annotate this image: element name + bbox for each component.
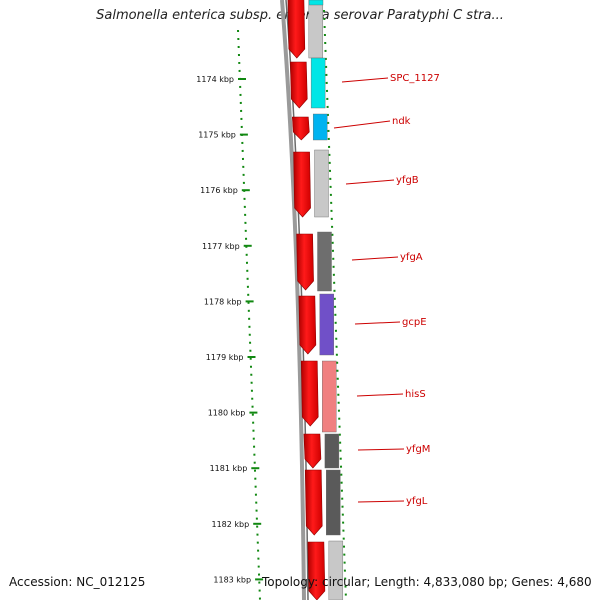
- scale-tick-label: 1181 kbp: [210, 464, 248, 473]
- gene-bar: [326, 469, 341, 536]
- gene-leader-line: [354, 321, 401, 325]
- scale-tick-label: 1178 kbp: [204, 297, 242, 306]
- gene-label-ndk[interactable]: ndk: [392, 116, 411, 127]
- gene-bar: [310, 57, 326, 109]
- gene-label-gcpE[interactable]: gcpE: [402, 317, 427, 328]
- gene-label-SPC_1127[interactable]: SPC_1127: [390, 73, 440, 84]
- cds-arrow: [296, 233, 314, 291]
- scale-tick-label: 1183 kbp: [213, 575, 251, 584]
- cds-arrow: [287, 0, 306, 59]
- gene-leader-line: [356, 393, 404, 397]
- gene-label-yfgA[interactable]: yfgA: [400, 252, 423, 263]
- accession-text: Accession: NC_012125: [9, 575, 146, 589]
- gene-leader-line: [333, 120, 391, 129]
- gene-label-yfgL[interactable]: yfgL: [406, 496, 428, 507]
- scale-tick-label: 1176 kbp: [200, 186, 238, 195]
- scale-tick-label: 1177 kbp: [202, 242, 240, 251]
- gene-leader-line: [357, 448, 405, 451]
- gene-bar: [314, 149, 329, 218]
- cds-arrow: [300, 360, 319, 427]
- cds-arrow: [303, 433, 322, 469]
- scale-tick-label: 1180 kbp: [208, 409, 246, 418]
- scale-tick-label: 1174 kbp: [196, 75, 234, 84]
- cds-arrow: [289, 61, 308, 109]
- topology-text: Topology: circular; Length: 4,833,080 bp…: [262, 575, 592, 589]
- scale-dots-left: [237, 29, 261, 600]
- cds-arrow: [298, 295, 317, 355]
- gene-bar: [328, 540, 344, 600]
- gene-bar: [317, 231, 332, 292]
- gene-leader-line: [357, 500, 405, 503]
- gene-label-hisS[interactable]: hisS: [405, 389, 426, 400]
- gene-label-yfgM[interactable]: yfgM: [406, 444, 430, 455]
- scale-tick-label: 1179 kbp: [206, 353, 244, 362]
- gene-track: [308, 0, 344, 600]
- gene-bar: [312, 113, 328, 141]
- cds-track: [287, 0, 326, 600]
- gene-bar: [322, 360, 337, 433]
- gene-leader-line: [351, 256, 399, 261]
- gene-bar: [319, 293, 334, 356]
- gene-bar: [324, 433, 340, 469]
- scale-tick-label: 1182 kbp: [211, 520, 249, 529]
- gene-leader-line: [345, 179, 395, 185]
- gene-bar: [308, 0, 324, 6]
- cds-arrow: [293, 151, 311, 218]
- cds-arrow: [304, 469, 323, 536]
- scale-tick-label: 1175 kbp: [198, 131, 236, 140]
- gene-bar: [308, 0, 324, 59]
- cds-arrow: [291, 116, 310, 141]
- cds-arrow: [307, 541, 326, 600]
- backbone-line: [280, 0, 306, 600]
- scale-track: 1174 kbp 1175 kbp 1176 kbp 1177 kbp 1178 kbp…: [196, 9, 347, 600]
- gene-leader-line: [341, 77, 389, 83]
- gene-label-yfgB[interactable]: yfgB: [396, 175, 419, 186]
